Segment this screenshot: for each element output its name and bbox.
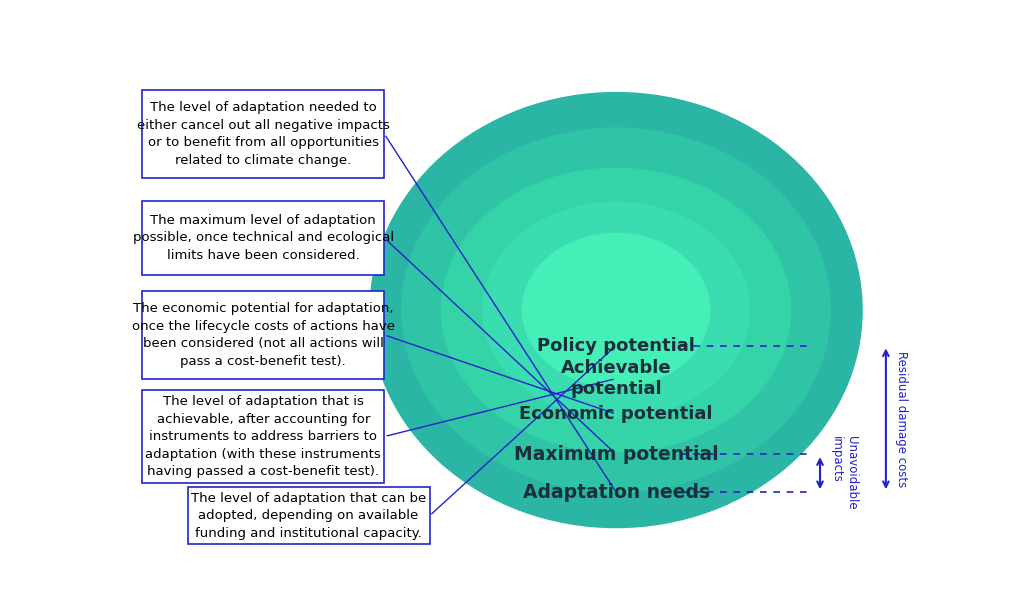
Text: Adaptation needs: Adaptation needs: [522, 483, 710, 502]
FancyBboxPatch shape: [187, 488, 430, 544]
Ellipse shape: [441, 168, 791, 452]
Text: The level of adaptation needed to
either cancel out all negative impacts
or to b: The level of adaptation needed to either…: [137, 101, 390, 167]
Ellipse shape: [401, 128, 830, 492]
FancyBboxPatch shape: [142, 90, 384, 177]
Text: Residual damage costs: Residual damage costs: [895, 351, 908, 487]
Text: The maximum level of adaptation
possible, once technical and ecological
limits h: The maximum level of adaptation possible…: [133, 214, 394, 262]
Text: The economic potential for adaptation,
once the lifecycle costs of actions have
: The economic potential for adaptation, o…: [132, 302, 395, 368]
Ellipse shape: [370, 93, 862, 527]
Text: Economic potential: Economic potential: [519, 405, 713, 423]
Text: The level of adaptation that can be
adopted, depending on available
funding and : The level of adaptation that can be adop…: [190, 492, 426, 540]
Text: Achievable
potential: Achievable potential: [561, 359, 672, 398]
Text: Unavoidable
impacts: Unavoidable impacts: [829, 437, 857, 510]
Text: The level of adaptation that is
achievable, after accounting for
instruments to : The level of adaptation that is achievab…: [145, 395, 381, 478]
FancyBboxPatch shape: [142, 291, 384, 379]
Ellipse shape: [522, 233, 710, 387]
FancyBboxPatch shape: [142, 201, 384, 274]
Text: Maximum potential: Maximum potential: [514, 445, 719, 464]
Text: Policy potential: Policy potential: [538, 336, 695, 354]
FancyBboxPatch shape: [142, 391, 384, 483]
Ellipse shape: [482, 202, 750, 418]
